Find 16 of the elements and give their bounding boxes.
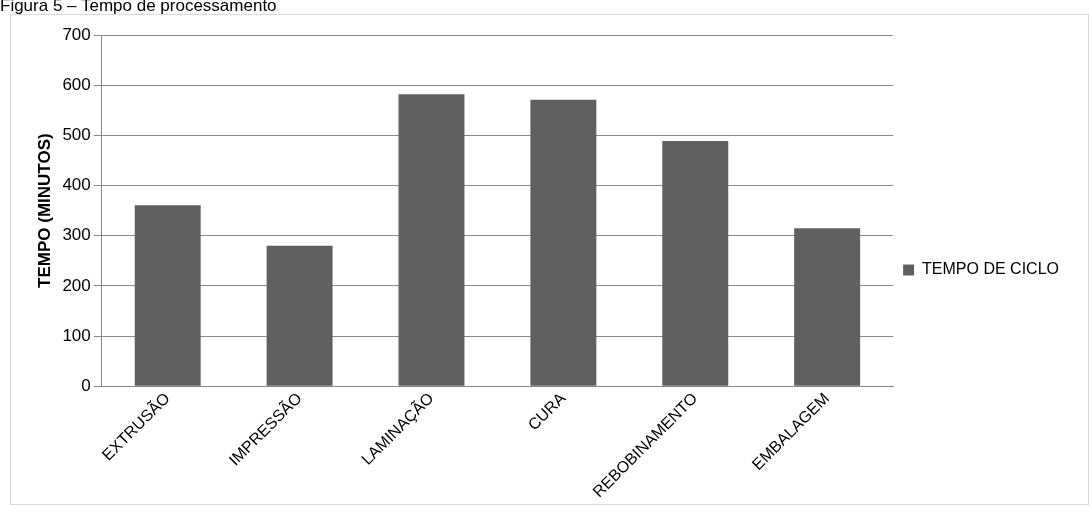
y-tick-label: 100 bbox=[62, 325, 91, 345]
y-tick-label: 700 bbox=[62, 24, 91, 44]
y-tick-label: 300 bbox=[62, 225, 91, 245]
y-tick-label: 500 bbox=[62, 125, 91, 145]
y-axis-title: TEMPO (MINUTOS) bbox=[34, 133, 54, 288]
bar bbox=[134, 205, 201, 386]
bar bbox=[794, 228, 861, 386]
bar bbox=[530, 99, 597, 386]
y-tick-label: 0 bbox=[81, 375, 91, 395]
y-tick-label: 400 bbox=[62, 175, 91, 195]
bar bbox=[398, 94, 465, 386]
y-tick-label: 200 bbox=[62, 275, 91, 295]
legend-label: TEMPO DE CICLO bbox=[922, 260, 1059, 278]
bar bbox=[662, 140, 729, 386]
bar bbox=[266, 245, 333, 386]
y-tick-label: 600 bbox=[62, 74, 91, 94]
